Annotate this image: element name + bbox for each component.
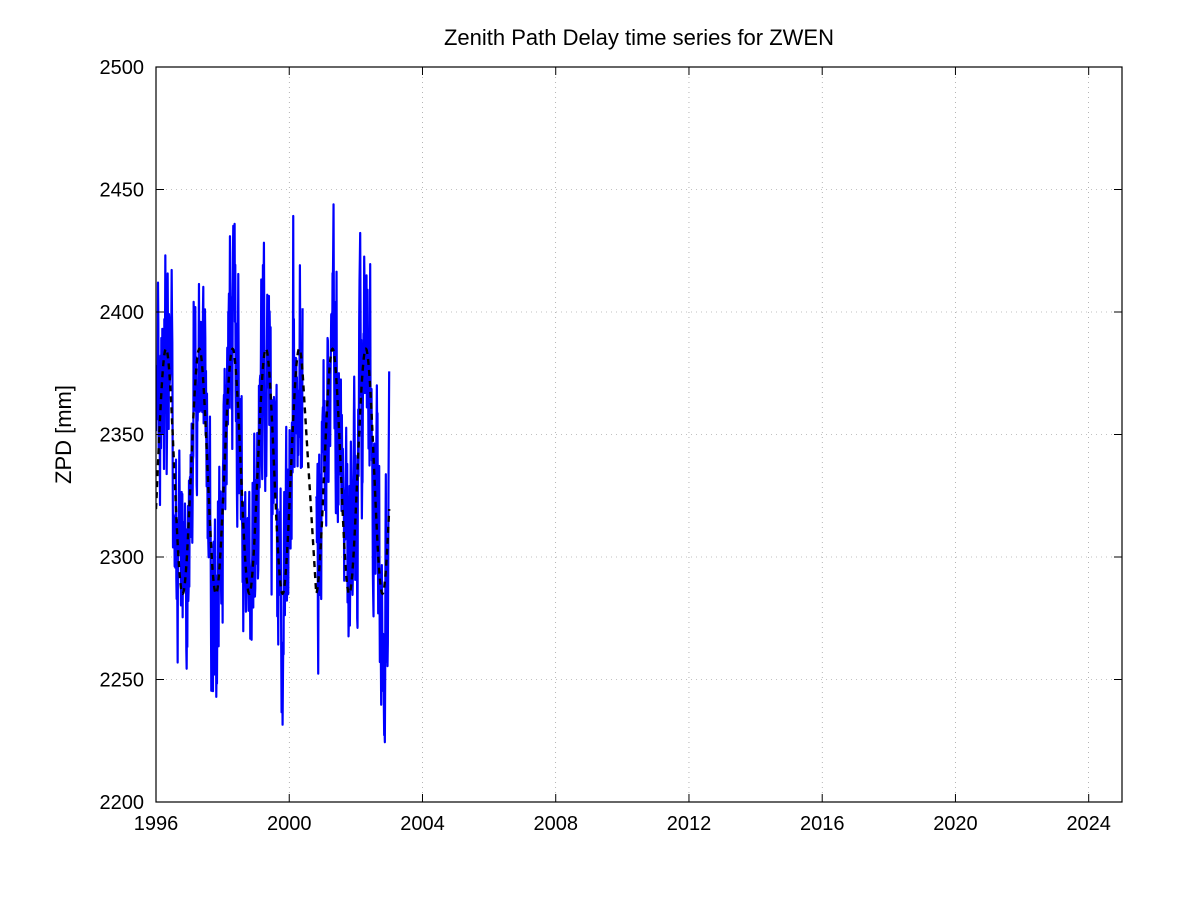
y-tick-label: 2350 — [100, 425, 145, 447]
x-tick-label: 2012 — [667, 813, 712, 835]
x-tick-label: 2004 — [400, 813, 445, 835]
y-tick-label: 2450 — [100, 180, 145, 202]
chart-title: Zenith Path Delay time series for ZWEN — [444, 25, 834, 50]
y-tick-label: 2300 — [100, 547, 145, 569]
x-tick-label: 2020 — [933, 813, 978, 835]
y-axis-label: ZPD [mm] — [51, 385, 76, 484]
chart-container: 1996 2000 2004 2008 2012 2016 2020 2024 2200 2250… — [0, 0, 1201, 901]
x-tick-label: 2000 — [267, 813, 312, 835]
y-tick-label: 2500 — [100, 57, 145, 79]
x-tick-label: 2024 — [1066, 813, 1111, 835]
y-tick-label: 2250 — [100, 670, 145, 692]
y-tick-label: 2200 — [100, 792, 145, 814]
y-tick-label: 2400 — [100, 302, 145, 324]
zpd-timeseries-chart: 1996 2000 2004 2008 2012 2016 2020 2024 2200 2250… — [0, 0, 1201, 901]
x-tick-label: 2008 — [533, 813, 578, 835]
x-tick-label: 2016 — [800, 813, 845, 835]
x-tick-label: 1996 — [134, 813, 179, 835]
